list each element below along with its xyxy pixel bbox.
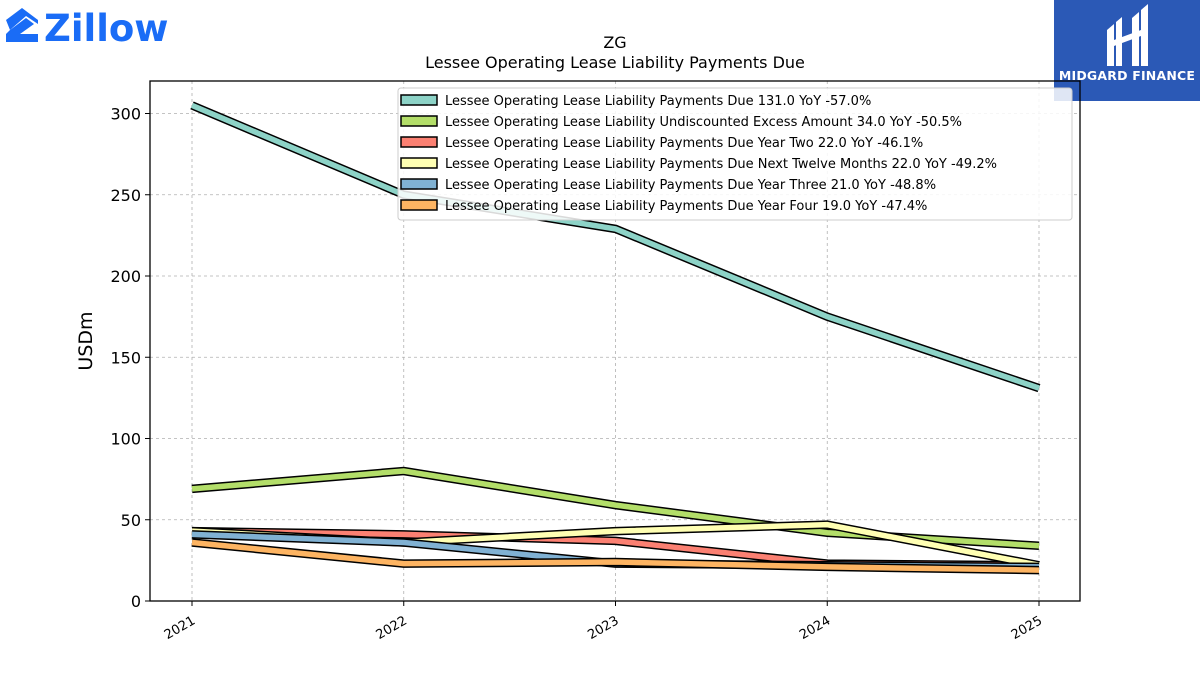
legend-label-1: Lessee Operating Lease Liability Payment…	[445, 94, 871, 109]
legend: Lessee Operating Lease Liability Payment…	[397, 87, 1073, 221]
x-tick-label: 2022	[374, 613, 410, 643]
legend-label-5: Lessee Operating Lease Liability Payment…	[445, 178, 936, 193]
legend-swatch-4	[400, 157, 438, 169]
legend-label-6: Lessee Operating Lease Liability Payment…	[445, 199, 927, 214]
zillow-logo: Zillow	[4, 4, 179, 50]
y-tick-label: 100	[110, 430, 141, 449]
legend-box	[397, 87, 1073, 221]
zillow-house-icon	[6, 8, 38, 42]
midgard-finance-logo: MIDGARD FINANCE	[1054, 0, 1200, 101]
y-tick-label: 300	[110, 105, 141, 124]
y-tick-label: 0	[131, 592, 141, 611]
legend-swatch-3	[400, 136, 438, 148]
chart-subtitle: Lessee Operating Lease Liability Payment…	[425, 53, 805, 72]
y-axis-label: USDm	[75, 311, 97, 370]
y-tick-label: 150	[110, 348, 141, 367]
series-line-1	[190, 102, 1040, 391]
legend-swatch-5	[400, 178, 438, 190]
chart-title: ZG	[603, 33, 626, 52]
series-line-6	[191, 539, 1040, 573]
zillow-logo-text: Zillow	[44, 7, 168, 46]
legend-label-3: Lessee Operating Lease Liability Payment…	[445, 136, 923, 151]
y-tick-label: 200	[110, 267, 141, 286]
series-lines	[190, 101, 1041, 575]
y-tick-label: 50	[121, 511, 141, 530]
x-tick-label: 2023	[585, 613, 621, 643]
legend-label-4: Lessee Operating Lease Liability Payment…	[445, 157, 997, 172]
x-tick-label: 2021	[162, 613, 198, 643]
y-tick-label: 250	[110, 186, 141, 205]
legend-swatch-1	[400, 94, 438, 106]
x-tick-label: 2024	[797, 613, 833, 643]
midgard-logo-text: MIDGARD FINANCE	[1058, 68, 1196, 83]
x-tick-label: 2025	[1009, 613, 1045, 643]
legend-swatch-6	[400, 199, 438, 211]
midgard-emblem-icon	[1107, 4, 1148, 66]
legend-label-2: Lessee Operating Lease Liability Undisco…	[445, 115, 962, 130]
legend-swatch-2	[400, 115, 438, 127]
